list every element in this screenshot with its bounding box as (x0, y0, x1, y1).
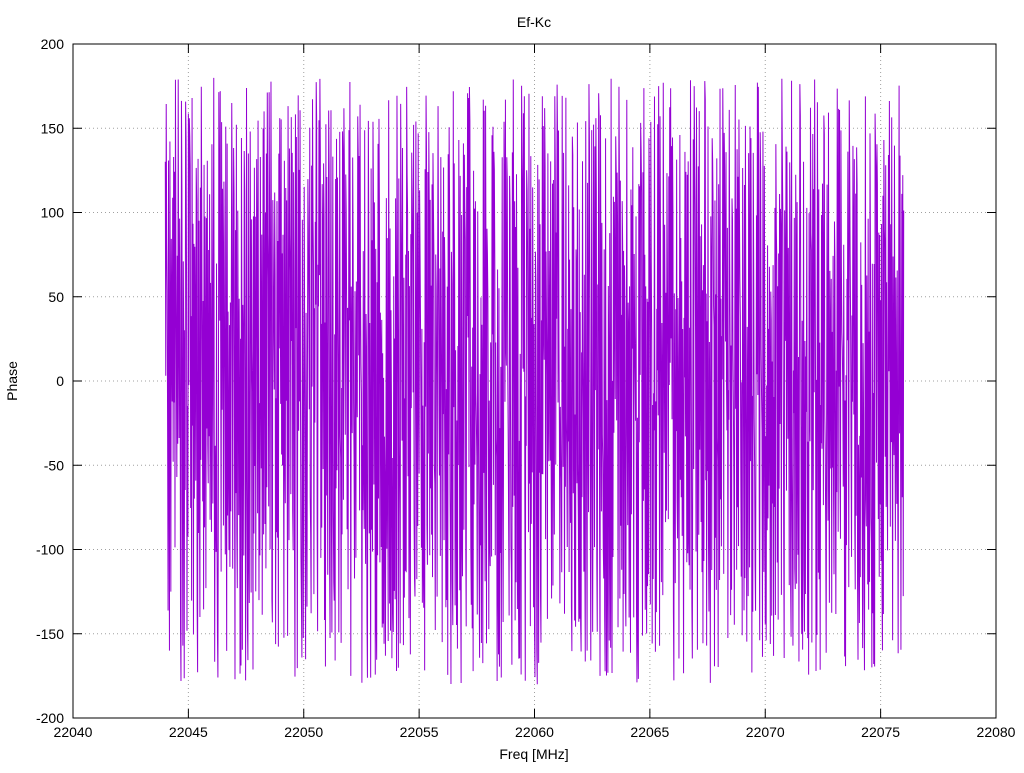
phase-series-line (164, 77, 905, 685)
y-tick-label: -150 (36, 626, 64, 642)
y-tick-label: -50 (44, 457, 64, 473)
y-tick-labels: -200 -150 -100 -50 0 50 100 150 200 (36, 36, 64, 726)
x-axis-label: Freq [MHz] (499, 746, 568, 762)
x-tick-label: 22065 (630, 724, 669, 740)
y-tick-label: 200 (41, 36, 65, 52)
x-tick-label: 22070 (746, 724, 785, 740)
y-tick-label: 50 (48, 289, 64, 305)
x-tick-label: 22075 (861, 724, 900, 740)
x-tick-labels: 22040 22045 22050 22055 22060 22065 22070 22075… (54, 724, 1016, 740)
y-tick-label: -100 (36, 542, 64, 558)
y-tick-label: -200 (36, 710, 64, 726)
x-tick-label: 22050 (284, 724, 323, 740)
x-tick-label: 22040 (54, 724, 93, 740)
ticks (72, 43, 997, 719)
x-tick-label: 22055 (400, 724, 439, 740)
y-tick-label: 150 (41, 120, 65, 136)
y-tick-label: 0 (56, 373, 64, 389)
x-tick-label: 22060 (515, 724, 554, 740)
y-axis-label: Phase (4, 361, 20, 401)
series-layer (164, 77, 905, 685)
y-tick-label: 100 (41, 205, 65, 221)
chart-title: Ef-Kc (517, 14, 551, 30)
x-tick-label: 22080 (977, 724, 1016, 740)
x-tick-label: 22045 (169, 724, 208, 740)
